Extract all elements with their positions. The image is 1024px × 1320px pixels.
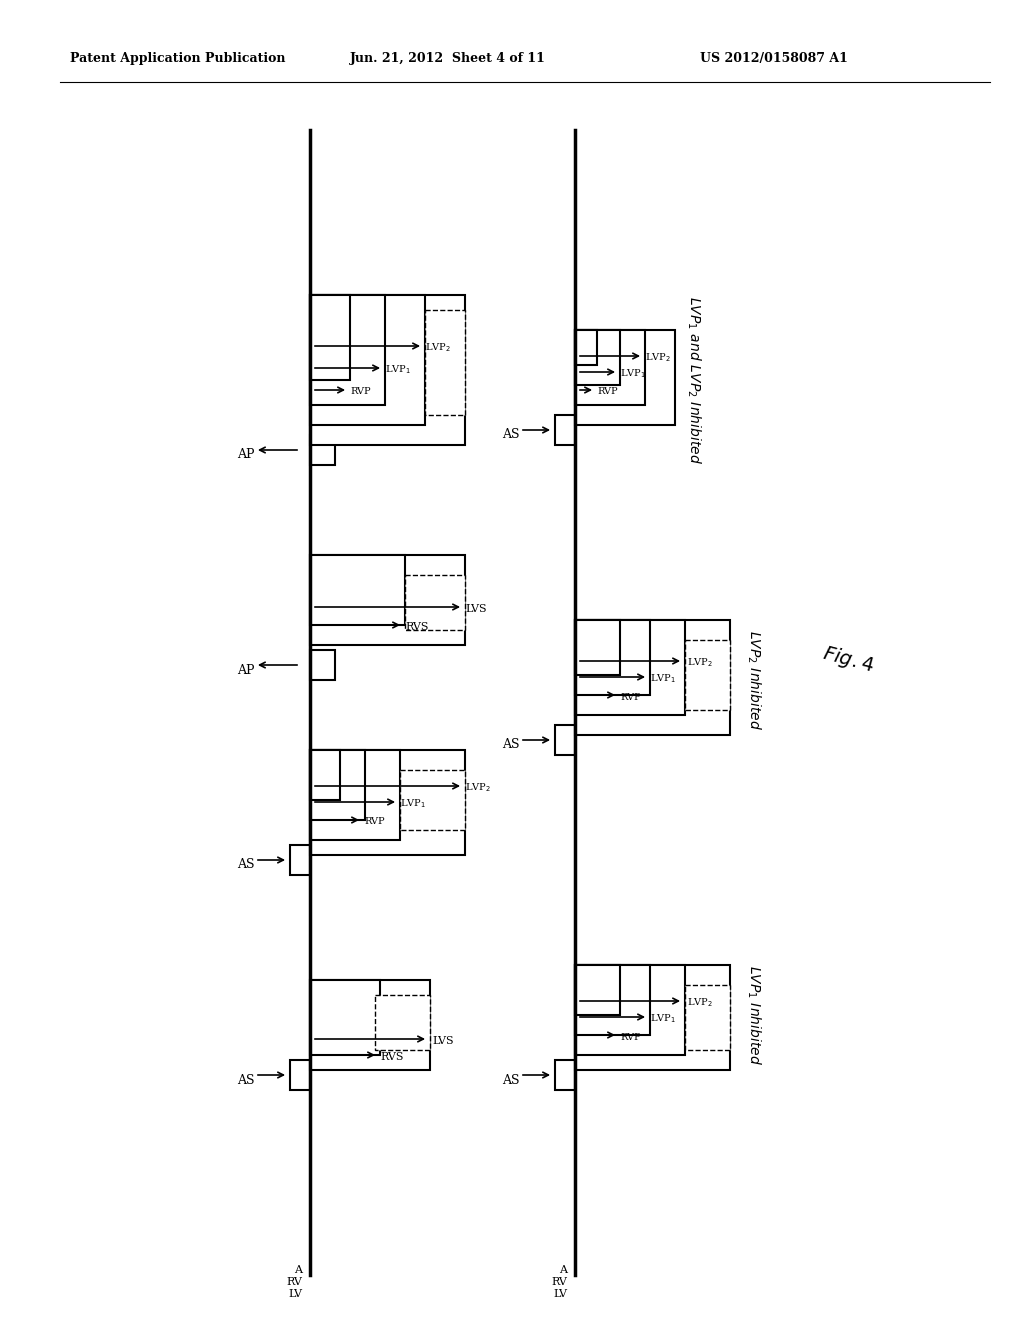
Bar — [685, 640, 730, 710]
Bar — [290, 1060, 310, 1090]
Bar — [555, 725, 575, 755]
Text: US 2012/0158087 A1: US 2012/0158087 A1 — [700, 51, 848, 65]
Bar — [310, 979, 380, 1055]
Text: LVP$_2$: LVP$_2$ — [687, 997, 713, 1010]
Bar — [575, 965, 730, 1071]
Text: $\it{Fig.4}$: $\it{Fig.4}$ — [820, 642, 877, 678]
Bar — [575, 330, 620, 385]
Text: Jun. 21, 2012  Sheet 4 of 11: Jun. 21, 2012 Sheet 4 of 11 — [350, 51, 546, 65]
Text: RVP: RVP — [364, 817, 385, 826]
Text: RVP: RVP — [620, 1032, 641, 1041]
Bar — [310, 294, 385, 405]
Text: RVS: RVS — [406, 622, 428, 632]
Bar — [555, 414, 575, 445]
Text: A: A — [294, 1265, 302, 1275]
Text: RVS: RVS — [380, 1052, 403, 1063]
Text: $\mathit{LVP_2}$ $\mathit{Inhibited}$: $\mathit{LVP_2}$ $\mathit{Inhibited}$ — [745, 630, 763, 730]
Bar — [575, 620, 685, 715]
Bar — [375, 995, 430, 1049]
Text: LVP$_2$: LVP$_2$ — [687, 656, 713, 669]
Bar — [575, 330, 675, 425]
Bar — [575, 330, 645, 405]
Text: RVP: RVP — [350, 388, 371, 396]
Bar — [290, 845, 310, 875]
Bar — [406, 576, 465, 630]
Bar — [310, 750, 465, 855]
Text: $\mathit{LVP_1}$ $\mathit{and}$ $\mathit{LVP_2}$ $\mathit{Inhibited}$: $\mathit{LVP_1}$ $\mathit{and}$ $\mathit… — [685, 296, 702, 465]
Text: RV: RV — [551, 1276, 567, 1287]
Bar — [555, 1060, 575, 1090]
Bar — [575, 620, 730, 735]
Text: LVS: LVS — [465, 605, 486, 614]
Text: RVP: RVP — [620, 693, 641, 701]
Text: A: A — [559, 1265, 567, 1275]
Bar — [575, 620, 650, 696]
Text: LVP$_1$: LVP$_1$ — [650, 673, 676, 685]
Bar — [310, 750, 340, 800]
Bar — [685, 985, 730, 1049]
Text: LV: LV — [288, 1290, 302, 1299]
Bar — [310, 979, 430, 1071]
Text: AS: AS — [238, 858, 255, 871]
Text: RV: RV — [286, 1276, 302, 1287]
Text: Patent Application Publication: Patent Application Publication — [70, 51, 286, 65]
Bar — [310, 294, 425, 425]
Text: AP: AP — [238, 664, 255, 676]
Bar — [310, 750, 365, 820]
Bar — [400, 770, 465, 830]
Text: AS: AS — [503, 1073, 520, 1086]
Text: LVP$_2$: LVP$_2$ — [425, 342, 451, 354]
Text: AS: AS — [238, 1073, 255, 1086]
Bar — [575, 330, 597, 366]
Bar — [310, 294, 350, 380]
Text: LVP$_1$: LVP$_1$ — [385, 363, 411, 376]
Text: RVP: RVP — [597, 388, 617, 396]
Bar — [425, 310, 465, 414]
Text: AS: AS — [503, 429, 520, 441]
Bar — [310, 294, 465, 445]
Text: LVP$_1$: LVP$_1$ — [650, 1012, 676, 1026]
Bar — [575, 965, 620, 1015]
Text: LVP$_1$: LVP$_1$ — [620, 367, 646, 380]
Bar — [310, 436, 335, 465]
Bar — [575, 965, 650, 1035]
Text: $\mathit{LVP_1}$ $\mathit{Inhibited}$: $\mathit{LVP_1}$ $\mathit{Inhibited}$ — [745, 965, 763, 1065]
Bar — [310, 649, 335, 680]
Bar — [310, 750, 400, 840]
Text: LVS: LVS — [432, 1036, 454, 1045]
Bar — [575, 620, 620, 675]
Text: LVP$_1$: LVP$_1$ — [400, 797, 426, 810]
Text: AS: AS — [503, 738, 520, 751]
Bar — [310, 554, 465, 645]
Text: LV: LV — [553, 1290, 567, 1299]
Text: LVP$_2$: LVP$_2$ — [645, 351, 671, 364]
Bar — [575, 965, 685, 1055]
Bar — [310, 554, 406, 624]
Text: AP: AP — [238, 449, 255, 462]
Text: LVP$_2$: LVP$_2$ — [465, 781, 490, 795]
